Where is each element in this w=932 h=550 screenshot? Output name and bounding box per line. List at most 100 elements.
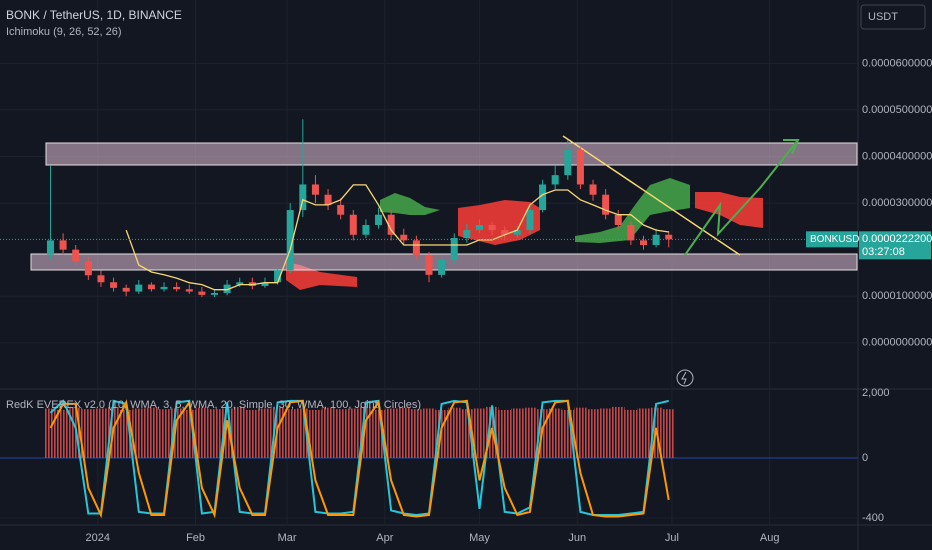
symbol-tag (806, 231, 858, 248)
candle-body (539, 184, 547, 211)
osc-histogram-bar (94, 408, 108, 458)
candle-body (84, 261, 92, 276)
osc-histogram-bar (82, 409, 95, 458)
osc-histogram-bar (208, 409, 221, 458)
candle-body (173, 286, 181, 290)
osc-tick-label: 0 (862, 452, 868, 464)
candle-body (223, 284, 231, 293)
candle-body (185, 289, 193, 292)
candle-body (627, 224, 635, 241)
trend-line (562, 135, 741, 256)
osc-histogram-bar (611, 406, 625, 458)
candle-body (412, 240, 420, 255)
osc-histogram-bar (283, 409, 297, 458)
y-tick-label: 0.00000000000 (862, 337, 932, 349)
candle-body (236, 282, 244, 285)
candle-body (564, 149, 572, 176)
candle-body (46, 240, 54, 255)
candle-body (576, 149, 584, 185)
x-tick-label: Jun (568, 532, 586, 544)
candle-body (337, 204, 345, 215)
osc-histogram-bar (511, 408, 524, 458)
candle-body (261, 282, 269, 286)
candle-body (198, 291, 206, 295)
candle-body (589, 184, 597, 195)
osc-histogram-bar (574, 407, 587, 458)
countdown-label: 03:27:08 (862, 246, 905, 258)
candle-body (513, 230, 521, 235)
candle-body (652, 234, 660, 246)
x-tick-label: Mar (278, 532, 297, 544)
osc-histogram-bar (334, 409, 347, 458)
candle-body (135, 284, 143, 292)
candle-body (488, 224, 496, 231)
projection-arrow (684, 139, 799, 256)
osc-histogram-bar (397, 407, 411, 458)
x-tick-label: Feb (186, 532, 205, 544)
y-tick-label: 0.00004000000 (862, 150, 932, 162)
candle-body (311, 184, 319, 195)
osc-histogram-bar (258, 408, 272, 458)
osc-histogram-bar (309, 409, 322, 458)
candle-body (602, 194, 610, 215)
candle-body (450, 238, 458, 260)
osc-histogram-bar (384, 408, 398, 458)
candle-body (72, 249, 80, 262)
candle-body (324, 194, 332, 205)
osc-histogram-bar (145, 407, 158, 458)
candle-body (640, 240, 647, 246)
candle-body (400, 234, 408, 241)
candle-body (614, 214, 622, 225)
candle-body (211, 292, 218, 295)
y-tick-label: 0.00006000000 (862, 57, 932, 69)
indicator-label: Ichimoku (9, 26, 52, 26) (6, 26, 122, 38)
x-tick-label: May (469, 532, 490, 544)
candle-body (274, 270, 282, 283)
candle-body (299, 184, 307, 211)
x-tick-label: Jul (665, 532, 679, 544)
y-tick-label: 0.00001000000 (862, 290, 932, 302)
candle-body (475, 224, 483, 231)
osc-histogram-bar (498, 409, 512, 458)
candle-body (438, 259, 446, 275)
osc-histogram-bar (233, 406, 247, 458)
price-tag (859, 231, 931, 260)
candle-body (526, 210, 534, 231)
osc-histogram-bar (473, 408, 486, 458)
candle-body (463, 230, 471, 239)
candle-body (97, 275, 105, 283)
x-tick-label: Apr (376, 532, 393, 544)
chart-title: BONK / TetherUS, 1D, BINANCE (6, 8, 182, 22)
osc-histogram-bar (56, 409, 70, 458)
candle-body (147, 284, 155, 290)
osc-histogram-bar (422, 408, 436, 458)
osc-histogram-bar (321, 407, 335, 458)
osc-histogram-bar (586, 409, 600, 458)
x-tick-label: 2024 (86, 532, 110, 544)
event-icon-bolt (681, 371, 687, 385)
ichimoku-line (125, 184, 669, 291)
candle-body (110, 282, 118, 288)
osc-histogram-bar (132, 408, 146, 458)
osc-line (49, 399, 670, 519)
currency-button[interactable] (860, 4, 926, 30)
osc-histogram-bar (195, 407, 209, 458)
candle-body (362, 224, 370, 235)
candle-body (387, 214, 395, 235)
oscillator-label: RedK EVEREX v2.0 (10, WMA, 3, 5, WMA, 20… (6, 399, 421, 411)
y-tick-label: 0.00003000000 (862, 197, 932, 209)
candle-body (122, 287, 130, 292)
candle-body (551, 175, 559, 185)
candle-body (665, 234, 673, 240)
osc-histogram-bar (624, 409, 638, 458)
currency-label[interactable]: USDT (868, 11, 898, 23)
osc-histogram-bar (548, 408, 562, 458)
osc-histogram-bar (523, 407, 537, 458)
osc-histogram-bar (410, 409, 423, 458)
candle-body (286, 210, 294, 271)
price-tag-label: 0.00002222000 (862, 233, 932, 245)
osc-histogram-bar (447, 407, 461, 458)
resistance-zone (45, 142, 858, 166)
